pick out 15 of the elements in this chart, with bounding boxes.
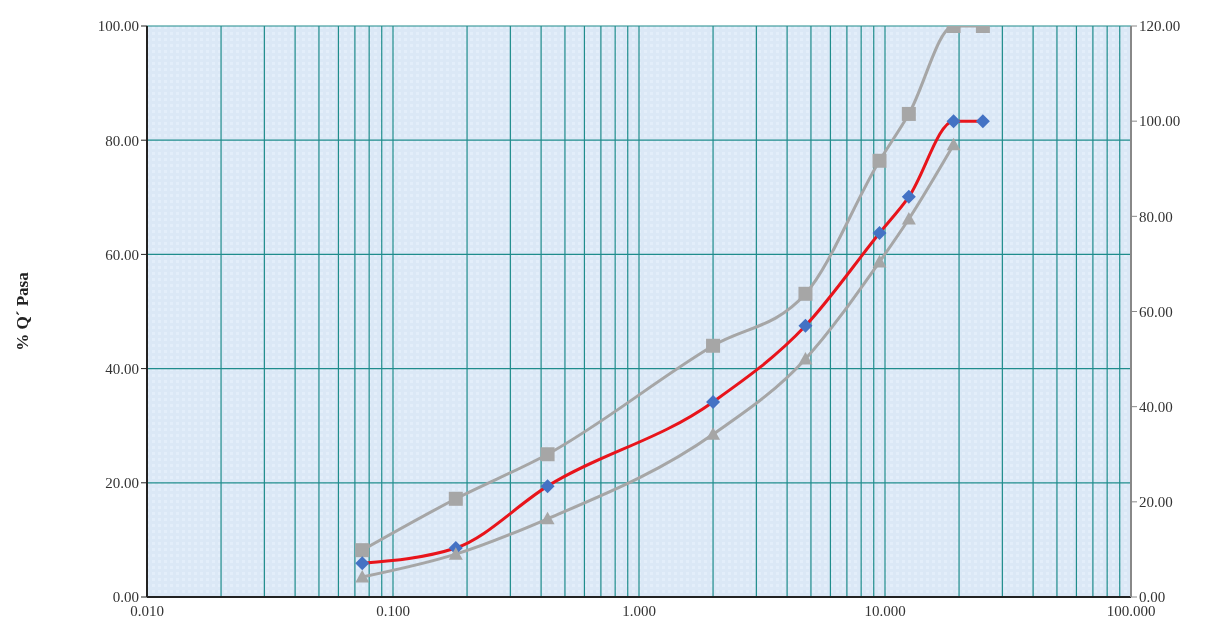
y2-tick-label: 120.00 bbox=[1139, 18, 1181, 35]
y-tick-label: 80.00 bbox=[105, 132, 139, 149]
y-tick-label: 40.00 bbox=[105, 360, 139, 377]
y2-tick-label: 100.00 bbox=[1139, 113, 1181, 130]
y2-tick-label: 80.00 bbox=[1139, 208, 1173, 225]
y2-tick-label: 40.00 bbox=[1139, 398, 1173, 415]
x-tick-label: 0.100 bbox=[376, 602, 410, 619]
y-tick-label: 60.00 bbox=[105, 246, 139, 263]
y-axis-title: % Q´ Pasa bbox=[13, 271, 33, 351]
y2-tick-label: 60.00 bbox=[1139, 303, 1173, 320]
x-tick-label: 1.000 bbox=[622, 602, 656, 619]
y-tick-label: 100.00 bbox=[97, 18, 139, 35]
y-tick-label: 20.00 bbox=[105, 475, 139, 492]
y2-tick-label: 20.00 bbox=[1139, 494, 1173, 511]
x-tick-label: 10.000 bbox=[864, 602, 906, 619]
